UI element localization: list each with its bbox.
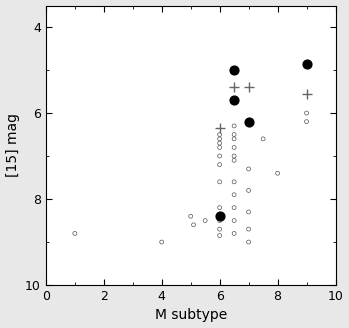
Point	[231, 123, 237, 129]
Point	[246, 166, 251, 172]
Point	[304, 61, 309, 66]
Point	[304, 111, 309, 116]
Point	[217, 227, 222, 232]
Point	[246, 119, 251, 124]
Point	[231, 154, 237, 159]
Point	[231, 132, 237, 137]
Point	[231, 192, 237, 197]
Point	[202, 218, 208, 223]
Point	[217, 162, 222, 167]
Point	[231, 158, 237, 163]
Point	[231, 97, 237, 103]
Point	[304, 119, 309, 124]
Y-axis label: [15] mag: [15] mag	[6, 113, 20, 177]
Point	[159, 239, 164, 245]
Point	[217, 140, 222, 146]
Point	[246, 188, 251, 193]
Point	[260, 136, 266, 141]
Point	[231, 218, 237, 223]
Point	[231, 68, 237, 73]
X-axis label: M subtype: M subtype	[155, 308, 227, 322]
Point	[231, 136, 237, 141]
Point	[72, 231, 77, 236]
Point	[231, 205, 237, 210]
Point	[191, 222, 196, 227]
Point	[231, 145, 237, 150]
Point	[217, 179, 222, 184]
Point	[217, 218, 222, 223]
Point	[231, 231, 237, 236]
Point	[231, 179, 237, 184]
Point	[275, 171, 280, 176]
Point	[246, 239, 251, 245]
Point	[217, 136, 222, 141]
Point	[217, 233, 222, 238]
Point	[217, 214, 222, 219]
Point	[231, 85, 237, 90]
Point	[188, 214, 193, 219]
Point	[304, 91, 309, 96]
Point	[217, 205, 222, 210]
Point	[217, 145, 222, 150]
Point	[246, 227, 251, 232]
Point	[217, 154, 222, 159]
Point	[217, 132, 222, 137]
Point	[246, 85, 251, 90]
Point	[246, 209, 251, 215]
Point	[217, 126, 222, 131]
